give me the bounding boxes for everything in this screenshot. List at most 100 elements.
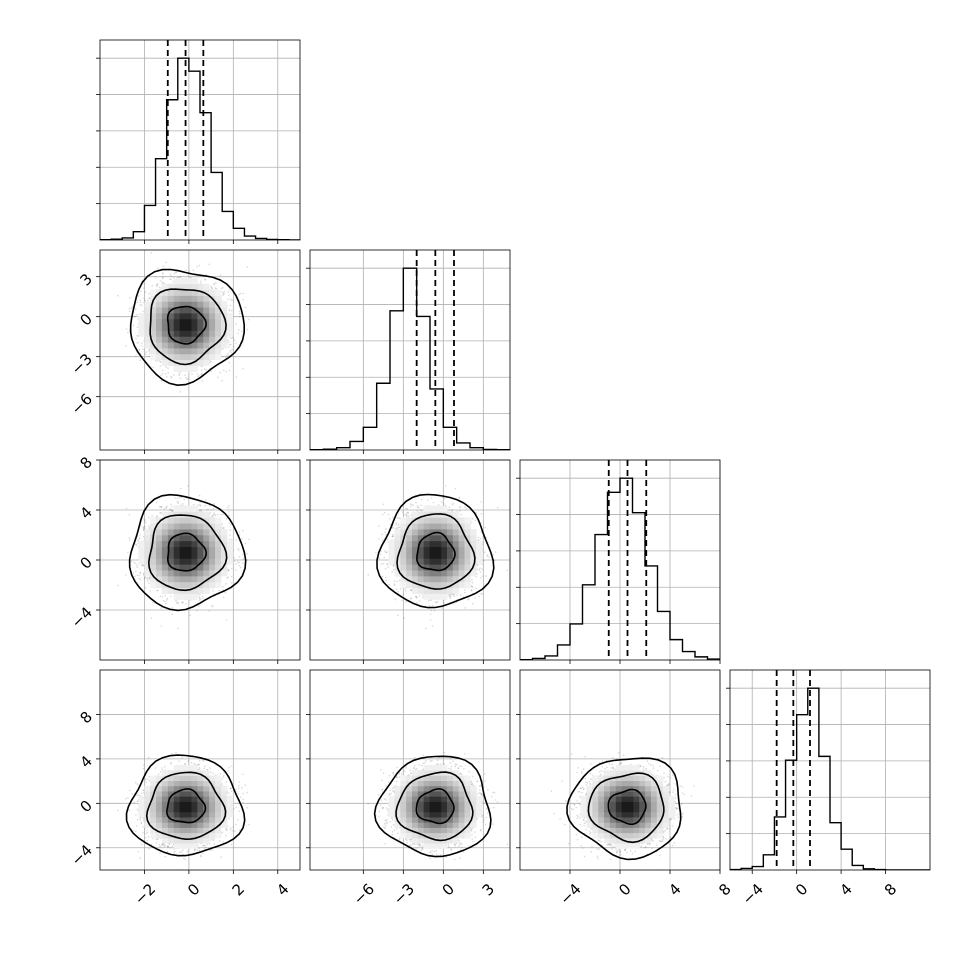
sample-point: [222, 286, 224, 289]
sample-point: [205, 368, 207, 371]
sample-point: [164, 373, 167, 375]
sample-point: [225, 356, 227, 359]
sample-point: [125, 345, 127, 347]
sample-point: [137, 341, 140, 344]
sample-point: [227, 354, 230, 357]
sample-point: [221, 355, 224, 358]
sample-point: [139, 299, 142, 302]
sample-point: [208, 263, 210, 266]
sample-point: [117, 294, 119, 297]
sample-point: [139, 301, 142, 304]
sample-point: [144, 291, 147, 294]
sample-point: [138, 349, 140, 351]
sample-point: [220, 287, 223, 290]
sample-point: [210, 360, 212, 363]
sample-point: [140, 304, 143, 307]
sample-point: [191, 373, 193, 375]
sample-point: [223, 290, 226, 293]
sample-point: [219, 274, 222, 277]
sample-point: [228, 343, 231, 346]
sample-point: [200, 280, 202, 283]
sample-point: [233, 345, 235, 348]
sample-point: [155, 284, 158, 287]
sample-point: [148, 355, 150, 358]
sample-point: [215, 282, 217, 284]
sample-point: [227, 352, 229, 355]
sample-point: [242, 368, 244, 370]
sample-point: [209, 360, 211, 362]
sample-point: [161, 281, 164, 284]
sample-point: [156, 283, 159, 285]
sample-point: [160, 287, 163, 289]
sample-point: [230, 310, 233, 312]
sample-point: [162, 265, 165, 268]
sample-point: [223, 293, 225, 295]
sample-point: [228, 310, 231, 312]
sample-point: [170, 275, 172, 277]
sample-point: [145, 351, 148, 353]
sample-point: [188, 270, 190, 272]
sample-point: [159, 280, 162, 282]
sample-point: [135, 355, 137, 358]
sample-point: [222, 369, 225, 372]
sample-point: [210, 285, 212, 288]
sample-point: [230, 343, 232, 346]
sample-point: [169, 273, 172, 276]
sample-point: [128, 307, 131, 310]
sample-point: [246, 328, 248, 331]
sample-point: [213, 283, 215, 285]
sample-point: [213, 283, 216, 285]
sample-point: [233, 339, 236, 341]
sample-point: [222, 348, 224, 350]
sample-point: [242, 292, 244, 295]
sample-point: [142, 310, 144, 313]
joint-panel-1-0: −6−303: [68, 249, 301, 454]
sample-point: [127, 331, 129, 334]
sample-point: [232, 299, 234, 301]
sample-point: [143, 297, 145, 300]
sample-point: [160, 361, 162, 363]
sample-point: [237, 332, 239, 335]
sample-point: [211, 286, 213, 289]
sample-point: [215, 287, 218, 290]
sample-point: [227, 346, 230, 348]
sample-point: [155, 360, 157, 362]
sample-point: [229, 304, 232, 307]
sample-point: [154, 276, 157, 278]
sample-point: [162, 281, 164, 284]
sample-point: [165, 366, 167, 368]
sample-point: [173, 272, 176, 275]
sample-point: [135, 308, 137, 311]
sample-point: [238, 312, 241, 315]
sample-point: [175, 271, 178, 274]
sample-point: [148, 293, 150, 295]
sample-point: [238, 293, 241, 296]
sample-point: [161, 277, 164, 280]
sample-point: [135, 337, 137, 340]
sample-point: [151, 284, 154, 287]
sample-point: [227, 339, 229, 342]
sample-point: [229, 350, 231, 352]
sample-point: [136, 326, 139, 329]
sample-point: [157, 267, 159, 270]
sample-point: [162, 273, 164, 275]
sample-point: [179, 371, 182, 374]
sample-point: [150, 252, 153, 254]
sample-point: [142, 348, 144, 351]
sample-point: [201, 373, 203, 375]
sample-point: [239, 292, 242, 295]
sample-point: [136, 335, 139, 337]
sample-point: [201, 380, 204, 382]
sample-point: [148, 350, 150, 352]
sample-point: [198, 264, 201, 267]
sample-point: [192, 269, 195, 271]
sample-point: [231, 348, 233, 351]
sample-point: [228, 288, 231, 291]
sample-point: [229, 298, 231, 300]
sample-point: [238, 315, 241, 318]
sample-point: [180, 275, 182, 278]
sample-point: [158, 286, 161, 289]
sample-point: [244, 306, 247, 309]
sample-point: [139, 359, 141, 362]
sample-point: [179, 377, 182, 380]
